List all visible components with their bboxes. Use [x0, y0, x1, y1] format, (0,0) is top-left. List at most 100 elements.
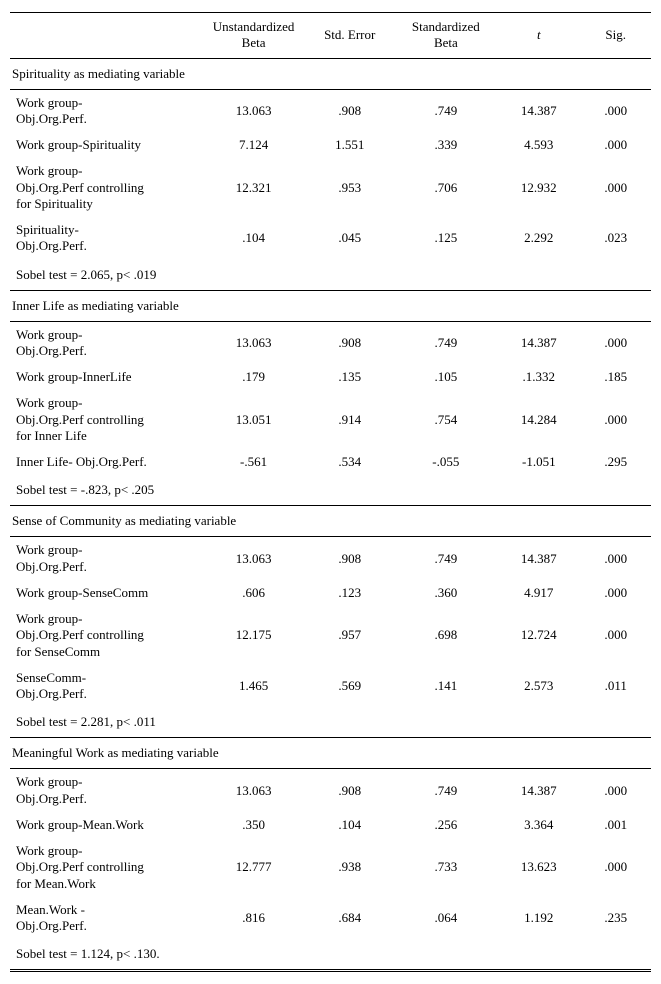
std-beta: .749	[395, 537, 498, 580]
t-value: 14.387	[497, 769, 580, 812]
col-header-sig: Sig.	[580, 13, 651, 59]
section-title: Meaningful Work as mediating variable	[10, 738, 651, 769]
std-beta: .754	[395, 390, 498, 449]
unstd-beta: .179	[202, 364, 305, 390]
table-body: Spirituality as mediating variableWork g…	[10, 58, 651, 971]
std-beta: .749	[395, 769, 498, 812]
unstd-beta: .816	[202, 897, 305, 940]
unstd-beta: 13.063	[202, 89, 305, 132]
t-value: 13.623	[497, 838, 580, 897]
row-label: Work group-Obj.Org.Perf controllingfor S…	[10, 158, 202, 217]
row-label: Spirituality-Obj.Org.Perf.	[10, 217, 202, 260]
row-label: Work group-SenseComm	[10, 580, 202, 606]
sig-value: .000	[580, 537, 651, 580]
section-title: Sense of Community as mediating variable	[10, 506, 651, 537]
unstd-beta: .606	[202, 580, 305, 606]
table-row: Spirituality-Obj.Org.Perf..104.045.1252.…	[10, 217, 651, 260]
unstd-beta: 12.321	[202, 158, 305, 217]
sig-value: .000	[580, 769, 651, 812]
row-label: Work group-Obj.Org.Perf.	[10, 769, 202, 812]
sig-value: .000	[580, 158, 651, 217]
std-error: .569	[305, 665, 395, 708]
col-header-blank	[10, 13, 202, 59]
std-beta: .125	[395, 217, 498, 260]
sig-value: .000	[580, 606, 651, 665]
std-error: .045	[305, 217, 395, 260]
table-row: Work group-Obj.Org.Perf.13.063.908.74914…	[10, 769, 651, 812]
row-label: Work group-Obj.Org.Perf.	[10, 321, 202, 364]
t-value: -1.051	[497, 449, 580, 475]
std-beta: .064	[395, 897, 498, 940]
sig-value: .000	[580, 390, 651, 449]
table-row: Work group-Obj.Org.Perf.13.063.908.74914…	[10, 537, 651, 580]
std-beta: .698	[395, 606, 498, 665]
t-value: 12.724	[497, 606, 580, 665]
unstd-beta: .350	[202, 812, 305, 838]
std-error: .104	[305, 812, 395, 838]
sig-value: .000	[580, 838, 651, 897]
table-row: Work group-Obj.Org.Perf controllingfor S…	[10, 158, 651, 217]
sig-value: .011	[580, 665, 651, 708]
sig-value: .185	[580, 364, 651, 390]
table-row: Work group-Mean.Work.350.104.2563.364.00…	[10, 812, 651, 838]
unstd-beta: 13.063	[202, 321, 305, 364]
unstd-beta: 12.175	[202, 606, 305, 665]
std-error: .684	[305, 897, 395, 940]
std-error: .908	[305, 537, 395, 580]
sig-value: .023	[580, 217, 651, 260]
table-row: Mean.Work -Obj.Org.Perf..816.684.0641.19…	[10, 897, 651, 940]
table-row: Work group-InnerLife.179.135.105.1.332.1…	[10, 364, 651, 390]
std-error: .914	[305, 390, 395, 449]
t-value: .1.332	[497, 364, 580, 390]
table-row: Work group-Obj.Org.Perf.13.063.908.74914…	[10, 321, 651, 364]
table-row: Inner Life- Obj.Org.Perf.-.561.534-.055-…	[10, 449, 651, 475]
row-label: SenseComm-Obj.Org.Perf.	[10, 665, 202, 708]
std-beta: .749	[395, 89, 498, 132]
std-beta: .256	[395, 812, 498, 838]
table-row: Work group-Obj.Org.Perf controllingfor S…	[10, 606, 651, 665]
std-beta: .733	[395, 838, 498, 897]
row-label: Work group-Obj.Org.Perf controllingfor M…	[10, 838, 202, 897]
std-error: .534	[305, 449, 395, 475]
std-error: 1.551	[305, 132, 395, 158]
section-title: Spirituality as mediating variable	[10, 58, 651, 89]
std-error: .953	[305, 158, 395, 217]
unstd-beta: 7.124	[202, 132, 305, 158]
sobel-test: Sobel test = 2.065, p< .019	[10, 260, 651, 291]
t-value: 2.292	[497, 217, 580, 260]
sig-value: .000	[580, 321, 651, 364]
t-value: 4.917	[497, 580, 580, 606]
std-beta: .706	[395, 158, 498, 217]
t-value: 1.192	[497, 897, 580, 940]
col-header-std-beta: StandardizedBeta	[395, 13, 498, 59]
row-label: Mean.Work -Obj.Org.Perf.	[10, 897, 202, 940]
row-label: Work group-Obj.Org.Perf controllingfor S…	[10, 606, 202, 665]
row-label: Work group-Mean.Work	[10, 812, 202, 838]
regression-table: UnstandardizedBeta Std. Error Standardiz…	[10, 12, 651, 972]
sig-value: .295	[580, 449, 651, 475]
t-value: 14.284	[497, 390, 580, 449]
section-title: Inner Life as mediating variable	[10, 290, 651, 321]
unstd-beta: -.561	[202, 449, 305, 475]
std-error: .908	[305, 769, 395, 812]
unstd-beta: 13.063	[202, 537, 305, 580]
sobel-test: Sobel test = -.823, p< .205	[10, 475, 651, 506]
std-beta: .749	[395, 321, 498, 364]
std-error: .908	[305, 321, 395, 364]
t-value: 14.387	[497, 321, 580, 364]
std-error: .135	[305, 364, 395, 390]
t-value: 14.387	[497, 537, 580, 580]
t-value: 12.932	[497, 158, 580, 217]
row-label: Work group-InnerLife	[10, 364, 202, 390]
table-row: Work group-Obj.Org.Perf controllingfor I…	[10, 390, 651, 449]
table-row: SenseComm-Obj.Org.Perf.1.465.569.1412.57…	[10, 665, 651, 708]
unstd-beta: 13.051	[202, 390, 305, 449]
t-value: 3.364	[497, 812, 580, 838]
std-beta: -.055	[395, 449, 498, 475]
table-row: Work group-Obj.Org.Perf.13.063.908.74914…	[10, 89, 651, 132]
row-label: Work group-Obj.Org.Perf.	[10, 89, 202, 132]
table-row: Work group-Obj.Org.Perf controllingfor M…	[10, 838, 651, 897]
col-header-unstd-beta: UnstandardizedBeta	[202, 13, 305, 59]
row-label: Work group-Obj.Org.Perf.	[10, 537, 202, 580]
t-value: 2.573	[497, 665, 580, 708]
